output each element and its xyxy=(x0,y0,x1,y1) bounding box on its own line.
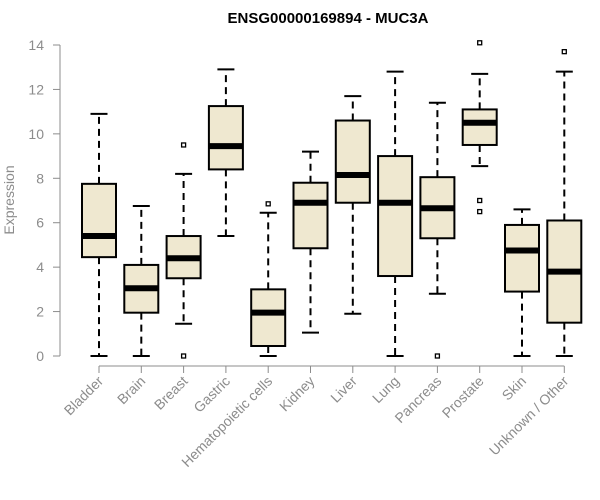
outlier-point xyxy=(477,40,483,46)
x-tick-label: Prostate xyxy=(439,373,487,421)
y-axis-label: Expression xyxy=(1,165,17,234)
box-iqr xyxy=(334,119,371,204)
box-gastric xyxy=(207,68,244,238)
outlier-point xyxy=(434,353,441,359)
boxes-group xyxy=(81,40,583,359)
y-tick-label: 2 xyxy=(36,304,44,320)
x-tick-label: Unknown / Other xyxy=(486,373,572,459)
box-iqr xyxy=(207,105,244,171)
box-iqr xyxy=(292,181,329,250)
x-tick-label: Kidney xyxy=(276,373,318,415)
chart-title: ENSG00000169894 - MUC3A xyxy=(228,10,429,27)
x-tick-label: Pancreas xyxy=(391,373,444,426)
box-skin xyxy=(504,208,540,357)
box-liver xyxy=(334,95,371,315)
box-bladder xyxy=(81,112,117,357)
outlier-point xyxy=(180,142,187,148)
y-tick-label: 0 xyxy=(36,348,44,364)
outlier-point xyxy=(477,197,483,204)
x-tick-label: Bladder xyxy=(61,373,107,419)
x-tick-label: Liver xyxy=(327,373,360,406)
outlier-point xyxy=(477,208,483,215)
box-breast xyxy=(165,142,202,359)
y-tick-label: 4 xyxy=(36,259,44,275)
x-tick-label: Breast xyxy=(151,373,191,413)
box-iqr xyxy=(250,288,287,348)
box-pancreas xyxy=(419,101,456,359)
box-unknown-other xyxy=(546,49,583,357)
outlier-point xyxy=(561,49,567,55)
x-tick-label: Brain xyxy=(114,373,148,407)
y-tick-label: 8 xyxy=(36,170,44,186)
box-brain xyxy=(123,205,160,357)
box-lung xyxy=(377,70,414,357)
box-kidney xyxy=(292,150,329,334)
y-axis: 0 2 4 6 8 10 12 14 xyxy=(28,37,61,364)
x-tick-label: Lung xyxy=(369,373,402,406)
box-iqr xyxy=(377,155,414,278)
box-iqr xyxy=(81,182,117,259)
y-tick-label: 12 xyxy=(28,81,44,97)
outlier-point xyxy=(265,201,271,207)
box-prostate xyxy=(461,40,498,215)
outlier-point xyxy=(180,353,187,359)
box-iqr xyxy=(461,108,498,146)
y-tick-label: 14 xyxy=(28,37,44,53)
y-tick-label: 10 xyxy=(28,126,44,142)
box-hematopoietic-cells xyxy=(250,201,287,357)
y-tick-label: 6 xyxy=(36,215,44,231)
x-tick-label: Skin xyxy=(499,373,530,404)
box-iqr xyxy=(504,223,540,293)
